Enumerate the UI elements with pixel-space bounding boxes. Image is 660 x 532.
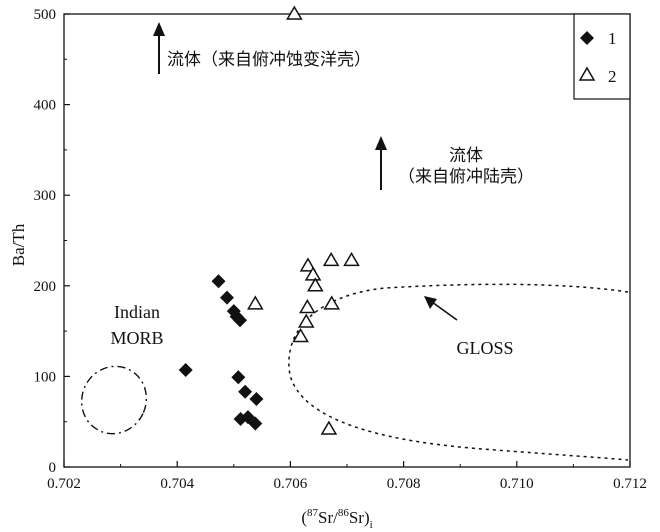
y-tick-label: 200 — [34, 279, 57, 295]
legend: 1 2 — [573, 13, 631, 100]
data-point-series-2 — [322, 251, 340, 267]
data-point-series-2 — [323, 295, 341, 310]
legend-marker-1 — [580, 31, 594, 45]
annotation-gloss: GLOSS — [456, 338, 513, 358]
legend-marker-2 — [578, 66, 596, 81]
y-axis-label: Ba/Th — [9, 223, 28, 266]
plot-border — [63, 13, 631, 468]
arrow-fluid-crust — [375, 136, 387, 190]
data-point-series-2 — [292, 328, 309, 343]
data-point-series-2 — [343, 251, 360, 267]
plot-area — [63, 13, 631, 468]
y-tick-label: 400 — [34, 98, 57, 114]
legend-item-2: 2 — [578, 66, 617, 86]
x-axis: 0.702 0.704 0.706 0.708 0.710 0.712 — [47, 461, 647, 492]
data-point-series-1 — [220, 290, 235, 305]
data-point-series-1 — [178, 363, 193, 378]
x-tick-label: 0.712 — [613, 476, 647, 492]
data-point-series-2 — [299, 257, 317, 272]
y-axis: 0 100 200 300 400 500 — [34, 7, 70, 476]
y-tick-label: 0 — [49, 460, 57, 476]
arrow-gloss — [424, 296, 458, 321]
x-tick-label: 0.702 — [47, 476, 81, 492]
data-point-series-1 — [211, 274, 226, 289]
indian-morb-field — [80, 365, 148, 435]
arrow-fluid-sediment — [153, 22, 165, 74]
data-point-series-2 — [247, 295, 264, 310]
legend-item-1: 1 — [580, 29, 617, 48]
x-axis-label: (87Sr/86Sr)i — [301, 507, 372, 531]
data-point-series-2 — [286, 5, 303, 20]
x-tick-label: 0.710 — [500, 476, 534, 492]
y-tick-label: 100 — [34, 369, 57, 385]
y-tick-label: 300 — [34, 188, 57, 204]
x-tick-label: 0.704 — [160, 476, 194, 492]
y-tick-label: 500 — [34, 7, 57, 23]
data-point-series-1 — [249, 392, 264, 407]
data-point-series-2 — [320, 420, 338, 435]
data-point-series-1 — [248, 416, 263, 431]
data-point-series-2 — [306, 277, 324, 292]
legend-label-2: 2 — [608, 67, 617, 86]
data-point-series-1 — [238, 384, 253, 399]
annotation-fluid-crust-line1: 流体 — [449, 146, 483, 166]
series-2-points — [247, 5, 360, 435]
annotation-morb: MORB — [110, 328, 163, 348]
gloss-field — [288, 283, 629, 461]
x-tick-label: 0.706 — [274, 476, 308, 492]
series-1-points — [178, 274, 264, 431]
data-point-series-2 — [297, 313, 315, 328]
legend-box — [573, 13, 631, 100]
data-point-series-1 — [231, 370, 246, 385]
data-point-series-2 — [304, 266, 322, 281]
legend-label-1: 1 — [608, 29, 617, 48]
data-point-series-2 — [299, 299, 316, 314]
annotation-indian: Indian — [114, 302, 160, 322]
annotation-fluid-sediment: 流体（来自俯冲蚀变洋壳） — [167, 50, 371, 70]
x-tick-label: 0.708 — [387, 476, 421, 492]
annotation-fluid-crust-line2: （来自俯冲陆壳） — [398, 167, 534, 187]
data-point-series-1 — [233, 313, 248, 328]
